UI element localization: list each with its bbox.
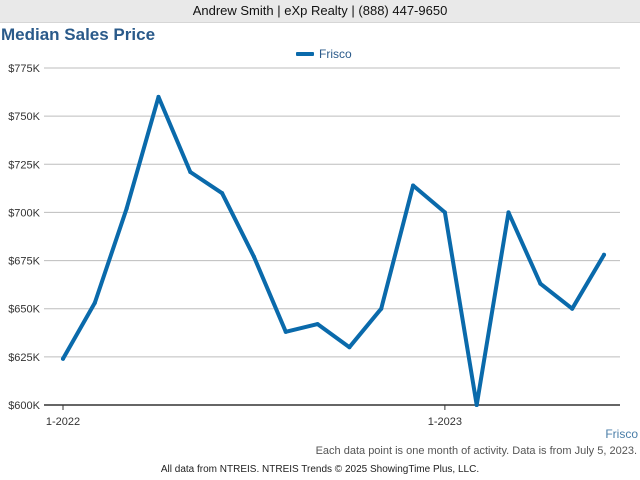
y-tick-label: $675K	[8, 256, 40, 268]
data-point	[570, 306, 575, 311]
y-tick-label: $775K	[8, 63, 40, 75]
data-point	[188, 169, 193, 174]
legend-swatch-frisco	[296, 52, 314, 56]
grid	[44, 67, 620, 406]
y-tick-label: $650K	[8, 304, 40, 316]
data-point	[251, 254, 256, 259]
agent-banner: Andrew Smith | eXp Realty | (888) 447-96…	[0, 0, 640, 23]
data-point	[538, 281, 543, 286]
data-point	[347, 345, 352, 350]
y-tick-label: $600K	[8, 400, 40, 412]
data-point	[379, 306, 384, 311]
x-tick-label: 1-2023	[428, 416, 462, 428]
data-point	[474, 403, 479, 407]
y-tick-label: $700K	[8, 207, 40, 219]
data-note: Each data point is one month of activity…	[315, 445, 637, 457]
area-label: Frisco	[605, 427, 638, 441]
y-tick-label: $750K	[8, 111, 40, 123]
data-point	[506, 210, 511, 215]
data-point	[315, 322, 320, 327]
y-tick-label: $625K	[8, 352, 40, 364]
x-axis: 1-2022 1-2023	[44, 404, 620, 428]
chart-title: Median Sales Price	[1, 25, 156, 44]
data-point	[283, 329, 288, 334]
data-point	[156, 94, 161, 99]
data-point	[411, 183, 416, 188]
y-axis: $600K $625K $650K $675K $700K $725K $750K $775K	[8, 63, 40, 412]
data-point	[92, 300, 97, 305]
series-line-frisco	[61, 94, 606, 407]
data-point	[602, 252, 606, 257]
data-point	[220, 191, 225, 196]
data-point	[124, 206, 129, 211]
data-point	[442, 210, 447, 215]
data-point	[61, 356, 65, 361]
x-tick-label: 1-2022	[46, 416, 80, 428]
legend: Frisco	[296, 46, 352, 62]
source-credit: All data from NTREIS. NTREIS Trends © 20…	[160, 464, 480, 475]
series-frisco	[61, 94, 606, 407]
y-tick-label: $725K	[8, 159, 40, 171]
legend-label-frisco: Frisco	[319, 47, 352, 61]
